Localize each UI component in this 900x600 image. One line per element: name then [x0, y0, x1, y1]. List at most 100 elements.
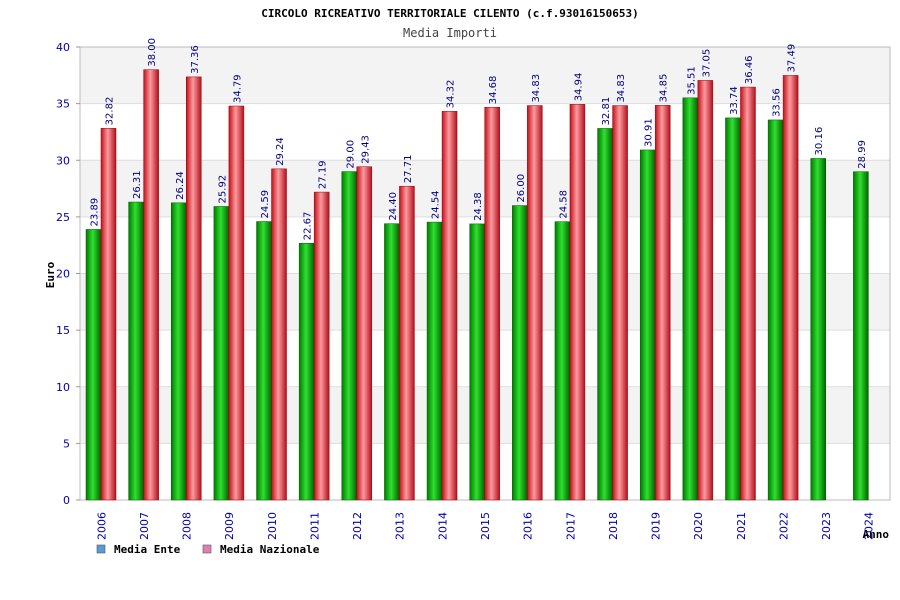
y-axis-label: Euro	[44, 261, 57, 288]
bar-media-ente-2018	[597, 128, 613, 501]
bar-media-nazionale-2009	[228, 105, 245, 501]
bar-value-label: 34.83	[616, 74, 627, 103]
y-tick-label: 25	[56, 211, 70, 224]
bar-value-label: 35.51	[686, 66, 697, 95]
bar-media-nazionale-2006	[100, 128, 117, 501]
x-tick-label: 2022	[777, 512, 790, 540]
bar-value-label: 23.89	[90, 198, 101, 227]
bar-media-ente-2006	[85, 229, 102, 501]
bar-media-ente-2008	[171, 202, 187, 501]
bar-value-label: 34.68	[488, 76, 499, 105]
x-tick-label: 2011	[308, 512, 321, 540]
bar-value-label: 29.24	[275, 137, 286, 166]
bar-media-nazionale-2015	[484, 106, 500, 501]
bar-media-ente-2017	[554, 221, 571, 501]
x-axis-label: Anno	[863, 528, 890, 541]
bar-media-nazionale-2012	[356, 166, 373, 501]
x-tick-label: 2013	[394, 512, 407, 540]
x-tick-label: 2019	[650, 512, 663, 540]
bar-media-ente-2012	[341, 171, 358, 501]
x-tick-label: 2024	[863, 512, 876, 540]
bar-media-nazionale-2014	[441, 111, 458, 501]
x-tick-label: 2010	[266, 512, 279, 540]
bar-value-label: 34.32	[446, 80, 457, 109]
bar-value-label: 34.94	[573, 73, 584, 102]
bar-media-ente-2013	[384, 223, 400, 501]
bar-value-label: 28.99	[857, 140, 868, 169]
bar-value-label: 26.31	[132, 170, 143, 199]
x-tick-label: 2020	[692, 512, 705, 540]
bar-value-label: 37.36	[190, 45, 201, 74]
bar-value-label: 34.83	[531, 74, 542, 103]
x-tick-label: 2006	[95, 512, 108, 540]
bar-value-label: 25.92	[217, 175, 228, 204]
x-tick-label: 2021	[735, 512, 748, 540]
bar-labels: 23.89 26.31 26.24 25.92 24.59 22.67 29.00 24.40…	[90, 38, 868, 240]
x-tick-label: 2023	[820, 512, 833, 540]
bar-value-label: 24.58	[558, 190, 569, 219]
x-tick-label: 2018	[607, 512, 620, 540]
bar-media-nazionale-2010	[271, 168, 287, 501]
bar-value-label: 34.85	[659, 74, 670, 103]
bar-value-label: 30.91	[644, 118, 655, 147]
y-tick-label: 20	[56, 268, 70, 281]
bar-media-ente-2022	[767, 119, 784, 501]
bar-media-nazionale-2020	[697, 80, 714, 501]
legend: Media Ente Media Nazionale	[96, 543, 320, 556]
bar-value-label: 32.82	[105, 97, 116, 126]
bar-media-nazionale-2021	[740, 86, 756, 501]
bar-value-label: 29.00	[345, 140, 356, 169]
bar-value-label: 38.00	[147, 38, 158, 67]
bar-value-label: 32.81	[601, 97, 612, 126]
legend-label-0: Media Ente	[114, 543, 181, 556]
chart-subtitle: Media Importi	[403, 26, 497, 40]
y-tick-label: 15	[56, 324, 70, 337]
x-tick-label: 2009	[223, 512, 236, 540]
bar-media-ente-2014	[426, 221, 443, 501]
legend-swatch-1	[202, 544, 212, 554]
bar-media-nazionale-2007	[143, 69, 159, 501]
bar-media-ente-2020	[682, 97, 699, 501]
bar-media-nazionale-2013	[399, 185, 415, 501]
x-tick-label: 2008	[181, 512, 194, 540]
bar-value-label: 29.43	[360, 135, 371, 164]
bar-media-ente-2024	[853, 171, 869, 501]
bar-media-ente-2019	[639, 149, 656, 501]
x-tick-label: 2015	[479, 512, 492, 540]
bar-media-ente-2010	[256, 221, 272, 501]
bar-value-label: 37.05	[701, 49, 712, 78]
x-tick-label: 2014	[436, 512, 449, 540]
y-tick-label: 35	[56, 98, 70, 111]
bar-value-label: 24.54	[431, 190, 442, 219]
bar-media-ente-2007	[128, 201, 144, 501]
y-axis-ticks: 0 5 10 15 20 25 30 35 40	[56, 41, 80, 507]
legend-label-1: Media Nazionale	[220, 543, 320, 556]
bar-media-ente-2015	[469, 223, 485, 501]
bar-media-ente-2016	[512, 205, 528, 501]
bar-media-nazionale-2018	[612, 105, 628, 501]
bar-value-label: 27.19	[318, 160, 329, 189]
bar-value-label: 24.59	[260, 190, 271, 219]
x-tick-label: 2007	[138, 512, 151, 540]
bar-value-label: 24.38	[473, 192, 484, 221]
bar-value-label: 34.79	[232, 74, 243, 103]
bar-value-label: 27.71	[403, 155, 414, 184]
bar-media-nazionale-2011	[313, 191, 330, 501]
bar-media-nazionale-2016	[527, 105, 543, 501]
bar-value-label: 33.56	[772, 88, 783, 117]
x-tick-label: 2012	[351, 512, 364, 540]
bar-value-label: 24.40	[388, 192, 399, 221]
bar-media-ente-2009	[213, 206, 230, 501]
bar-value-label: 36.46	[744, 55, 755, 84]
bar-value-label: 30.16	[814, 127, 825, 156]
x-axis-ticks: 2006 2007 2008 2009 2010 2011 2012 2013 2014 2015…	[95, 512, 875, 540]
x-tick-label: 2016	[522, 512, 535, 540]
bar-value-label: 26.00	[516, 174, 527, 203]
bar-media-nazionale-2022	[782, 75, 799, 501]
bar-media-nazionale-2008	[186, 76, 202, 501]
bar-value-label: 22.67	[303, 212, 314, 241]
bar-value-label: 33.74	[729, 86, 740, 115]
x-tick-label: 2017	[564, 512, 577, 540]
chart-title: CIRCOLO RICREATIVO TERRITORIALE CILENTO …	[261, 7, 639, 20]
bar-media-ente-2023	[810, 158, 826, 501]
